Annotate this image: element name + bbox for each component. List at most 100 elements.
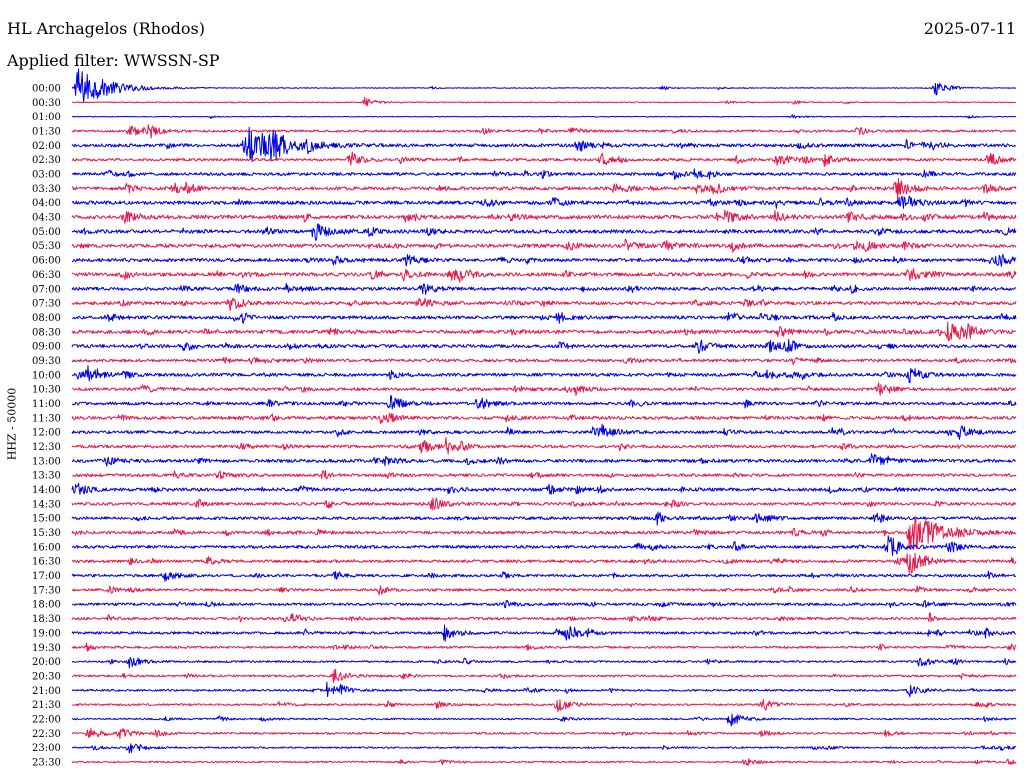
time-label-0730: 07:30 bbox=[32, 299, 61, 310]
time-label-1900: 19:00 bbox=[32, 628, 61, 639]
time-label-1930: 19:30 bbox=[32, 643, 61, 654]
time-label-1300: 13:00 bbox=[32, 456, 61, 467]
time-label-0400: 04:00 bbox=[32, 198, 61, 209]
time-label-2000: 20:00 bbox=[32, 657, 61, 668]
trace-0430 bbox=[71, 209, 1017, 224]
trace-2000 bbox=[71, 657, 1017, 669]
time-label-0100: 01:00 bbox=[32, 112, 61, 123]
time-label-0300: 03:00 bbox=[32, 170, 61, 181]
time-label-2200: 22:00 bbox=[32, 714, 61, 725]
trace-1600 bbox=[71, 535, 1017, 557]
trace-1230 bbox=[71, 436, 1017, 455]
trace-1630 bbox=[71, 552, 1017, 574]
trace-1200 bbox=[71, 423, 1017, 440]
trace-0830 bbox=[71, 321, 1017, 342]
trace-1100 bbox=[71, 394, 1017, 410]
time-label-1230: 12:30 bbox=[32, 442, 61, 453]
trace-1400 bbox=[71, 482, 1017, 495]
trace-0530 bbox=[71, 238, 1017, 253]
trace-0700 bbox=[71, 282, 1017, 295]
time-label-0630: 06:30 bbox=[32, 270, 61, 281]
time-label-1200: 12:00 bbox=[32, 428, 61, 439]
trace-0030 bbox=[71, 96, 1017, 107]
time-label-1730: 17:30 bbox=[32, 585, 61, 596]
trace-2030 bbox=[71, 668, 1017, 684]
trace-0330 bbox=[71, 178, 1017, 200]
time-label-0930: 09:30 bbox=[32, 356, 61, 367]
trace-2230 bbox=[71, 727, 1017, 740]
time-label-2030: 20:30 bbox=[32, 671, 61, 682]
time-label-1400: 14:00 bbox=[32, 485, 61, 496]
trace-1000 bbox=[71, 365, 1017, 384]
trace-2200 bbox=[71, 713, 1017, 727]
time-label-0830: 08:30 bbox=[32, 327, 61, 338]
time-label-0800: 08:00 bbox=[32, 313, 61, 324]
trace-2300 bbox=[71, 743, 1017, 754]
trace-1030 bbox=[71, 382, 1017, 396]
trace-0130 bbox=[71, 124, 1017, 139]
trace-1500 bbox=[71, 511, 1017, 526]
date-label: 2025-07-11 bbox=[923, 19, 1016, 38]
trace-1900 bbox=[71, 624, 1017, 642]
trace-0630 bbox=[71, 268, 1017, 283]
time-label-0200: 02:00 bbox=[32, 141, 61, 152]
trace-1730 bbox=[71, 585, 1017, 596]
time-label-0600: 06:00 bbox=[32, 256, 61, 267]
trace-1830 bbox=[71, 612, 1017, 623]
trace-0300 bbox=[71, 168, 1017, 181]
seismogram-traces bbox=[71, 68, 1017, 767]
time-label-1330: 13:30 bbox=[32, 471, 61, 482]
trace-0900 bbox=[71, 338, 1017, 354]
time-label-0230: 02:30 bbox=[32, 155, 61, 166]
time-label-0130: 01:30 bbox=[32, 127, 61, 138]
station-title: HL Archagelos (Rhodos) bbox=[7, 19, 205, 38]
trace-0230 bbox=[71, 151, 1017, 167]
trace-2330 bbox=[71, 758, 1017, 767]
trace-0800 bbox=[71, 311, 1017, 324]
time-label-2130: 21:30 bbox=[32, 700, 61, 711]
time-label-1430: 14:30 bbox=[32, 499, 61, 510]
trace-1300 bbox=[71, 453, 1017, 467]
time-label-0900: 09:00 bbox=[32, 342, 61, 353]
time-label-0330: 03:30 bbox=[32, 184, 61, 195]
time-label-1500: 15:00 bbox=[32, 514, 61, 525]
trace-2130 bbox=[71, 699, 1017, 713]
time-label-2230: 22:30 bbox=[32, 729, 61, 740]
time-label-1130: 11:30 bbox=[32, 413, 61, 424]
trace-0600 bbox=[71, 254, 1017, 267]
time-label-1530: 15:30 bbox=[32, 528, 61, 539]
trace-1130 bbox=[71, 412, 1017, 425]
time-label-1630: 16:30 bbox=[32, 557, 61, 568]
trace-1430 bbox=[71, 497, 1017, 511]
time-label-1100: 11:00 bbox=[32, 399, 61, 410]
time-label-2330: 23:30 bbox=[32, 757, 61, 768]
trace-0400 bbox=[71, 195, 1017, 209]
time-label-1030: 10:30 bbox=[32, 385, 61, 396]
time-label-0030: 00:30 bbox=[32, 98, 61, 109]
time-labels: 00:00 00:30 01:00 01:30 02:00 02:30 03:00 03:30… bbox=[32, 84, 61, 769]
filter-label: Applied filter: WWSSN-SP bbox=[7, 51, 220, 70]
time-label-2300: 23:00 bbox=[32, 743, 61, 754]
time-label-0430: 04:30 bbox=[32, 213, 61, 224]
time-label-0500: 05:00 bbox=[32, 227, 61, 238]
trace-0500 bbox=[71, 223, 1017, 241]
time-label-1600: 16:00 bbox=[32, 542, 61, 553]
trace-2100 bbox=[71, 681, 1017, 698]
trace-0930 bbox=[71, 356, 1017, 365]
trace-0200 bbox=[71, 126, 1017, 163]
time-label-1800: 18:00 bbox=[32, 600, 61, 611]
time-label-0700: 07:00 bbox=[32, 284, 61, 295]
time-label-2100: 21:00 bbox=[32, 686, 61, 697]
trace-1700 bbox=[71, 570, 1017, 582]
trace-1330 bbox=[71, 470, 1017, 480]
trace-0100 bbox=[71, 114, 1017, 119]
trace-1800 bbox=[71, 599, 1017, 609]
trace-1930 bbox=[71, 642, 1017, 652]
trace-0000 bbox=[71, 68, 1017, 103]
time-label-0530: 05:30 bbox=[32, 241, 61, 252]
trace-0730 bbox=[71, 297, 1017, 312]
time-label-1000: 10:00 bbox=[32, 370, 61, 381]
time-label-1830: 18:30 bbox=[32, 614, 61, 625]
trace-1530 bbox=[71, 516, 1017, 550]
